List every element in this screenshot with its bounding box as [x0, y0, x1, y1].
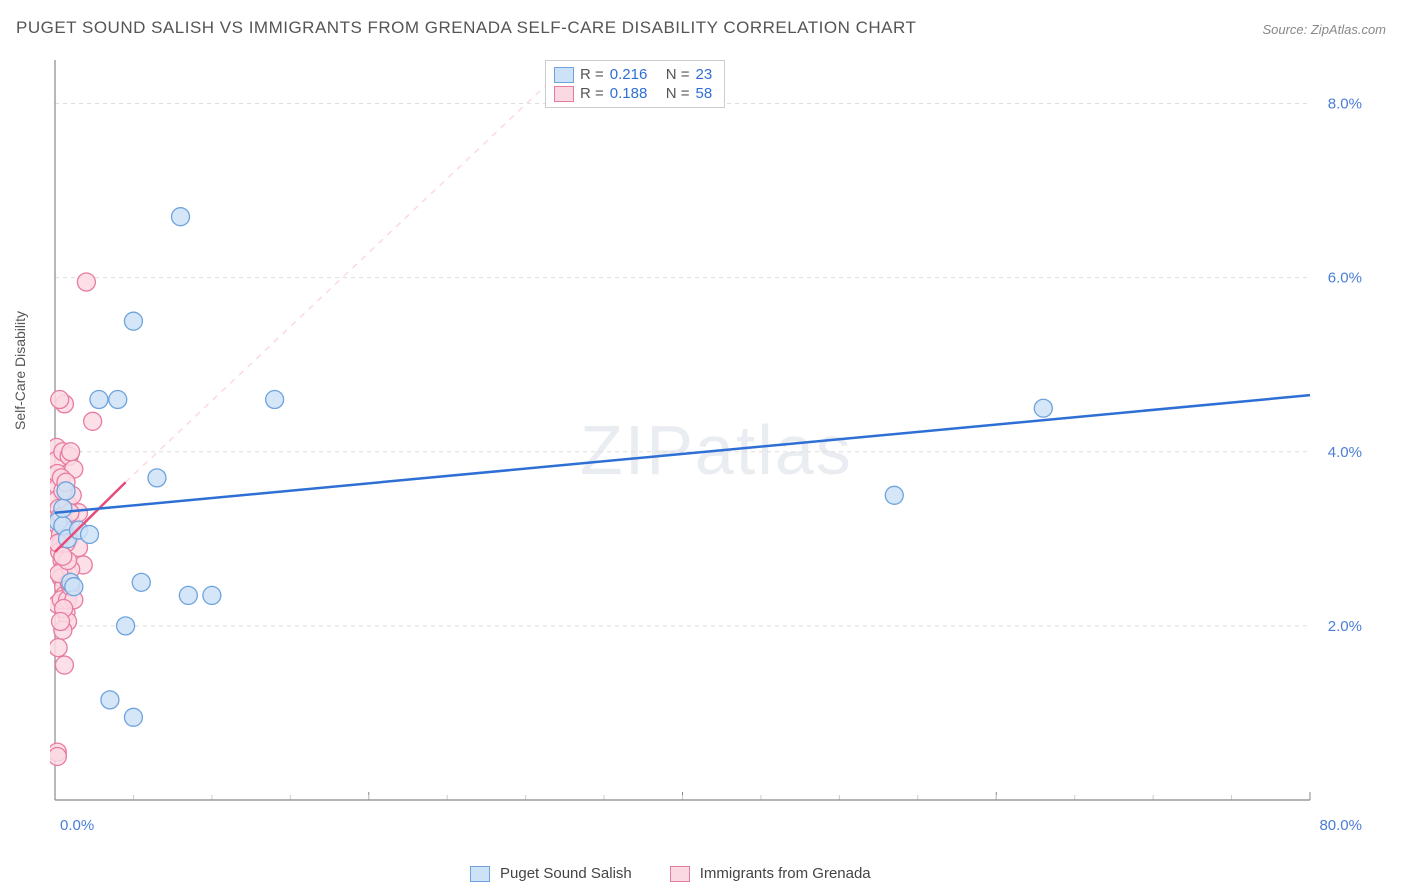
n-label: N = [666, 66, 690, 83]
swatch-series-1-bottom [470, 866, 490, 882]
legend-row-series-1: R = 0.216 N = 23 [554, 65, 712, 84]
r-value-1: 0.216 [610, 66, 660, 83]
svg-text:4.0%: 4.0% [1328, 444, 1362, 461]
r-value-2: 0.188 [610, 85, 660, 102]
legend-row-series-2: R = 0.188 N = 58 [554, 84, 712, 103]
chart-title: PUGET SOUND SALISH VS IMMIGRANTS FROM GR… [16, 18, 916, 38]
r-label: R = [580, 66, 604, 83]
scatter-chart: 2.0% 4.0% 6.0% 8.0% 0.0% 80.0% [50, 55, 1370, 835]
svg-text:6.0%: 6.0% [1328, 270, 1362, 287]
swatch-series-1 [554, 67, 574, 83]
svg-text:0.0%: 0.0% [60, 817, 94, 834]
series-legend: Puget Sound Salish Immigrants from Grena… [470, 865, 871, 882]
n-label: N = [666, 85, 690, 102]
svg-text:8.0%: 8.0% [1328, 96, 1362, 113]
svg-text:2.0%: 2.0% [1328, 618, 1362, 635]
n-value-2: 58 [696, 85, 713, 102]
y-axis-label: Self-Care Disability [12, 311, 28, 430]
r-label: R = [580, 85, 604, 102]
correlation-legend: R = 0.216 N = 23 R = 0.188 N = 58 [545, 60, 725, 108]
swatch-series-2 [554, 86, 574, 102]
legend-label-2: Immigrants from Grenada [700, 865, 871, 882]
svg-text:80.0%: 80.0% [1319, 817, 1362, 834]
n-value-1: 23 [696, 66, 713, 83]
legend-label-1: Puget Sound Salish [500, 865, 632, 882]
source-attribution: Source: ZipAtlas.com [1262, 22, 1386, 37]
swatch-series-2-bottom [670, 866, 690, 882]
